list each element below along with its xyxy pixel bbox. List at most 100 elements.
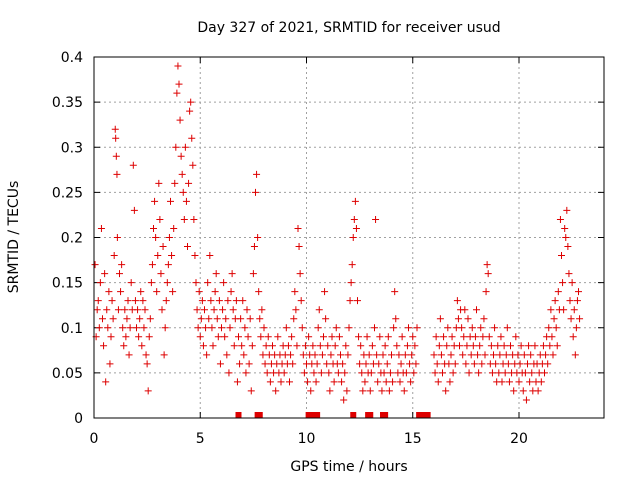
data-point [520, 351, 528, 359]
data-point [233, 378, 241, 386]
data-point [507, 342, 514, 350]
data-point [240, 351, 248, 359]
data-points [91, 62, 584, 418]
data-point [203, 351, 211, 359]
data-point [505, 378, 513, 386]
data-point [381, 342, 389, 350]
data-point [498, 378, 506, 386]
data-point [165, 234, 173, 241]
data-point [154, 252, 162, 260]
data-point [471, 333, 479, 341]
data-point [576, 315, 584, 323]
data-point [293, 342, 301, 350]
data-point [147, 279, 155, 287]
data-point [136, 315, 144, 323]
data-point [176, 116, 184, 124]
data-point [323, 360, 331, 368]
data-point [192, 279, 200, 287]
data-point [324, 342, 332, 350]
data-point [469, 342, 477, 350]
data-point [211, 288, 219, 296]
data-point [282, 324, 290, 332]
data-point [554, 288, 562, 296]
data-point [461, 306, 469, 314]
data-point [459, 351, 467, 359]
data-point [327, 351, 335, 359]
data-point [237, 315, 245, 323]
data-point-zero [235, 412, 242, 418]
data-point [454, 315, 462, 323]
data-point [191, 252, 199, 260]
data-point [476, 342, 484, 350]
data-point [537, 378, 545, 386]
data-point [122, 333, 130, 341]
data-point [295, 243, 303, 251]
y-tick-label: 0.15 [52, 276, 83, 292]
data-point [96, 279, 104, 287]
data-point [503, 324, 511, 332]
data-point [299, 351, 307, 359]
data-point [573, 297, 581, 305]
data-point [396, 378, 404, 386]
data-point [321, 288, 329, 296]
data-point [188, 134, 196, 142]
data-point [551, 297, 559, 305]
data-point [101, 270, 109, 278]
data-point [223, 351, 231, 359]
data-point [341, 369, 349, 377]
data-point [355, 333, 363, 341]
data-point [552, 324, 560, 332]
data-point [342, 342, 350, 350]
data-point [565, 270, 573, 278]
data-point [456, 342, 463, 350]
data-point [528, 369, 536, 377]
data-point [310, 369, 318, 377]
data-point [189, 161, 197, 169]
data-point [238, 342, 246, 350]
data-point [105, 288, 113, 296]
data-point [328, 333, 336, 341]
data-point [94, 297, 102, 305]
data-point [487, 342, 495, 350]
data-point-zero [367, 412, 374, 418]
data-point [365, 351, 373, 359]
data-point [560, 306, 568, 314]
data-point [470, 360, 478, 368]
data-point [542, 351, 550, 359]
data-point [135, 333, 143, 341]
data-point [568, 279, 576, 287]
data-point [309, 342, 317, 350]
data-point [468, 324, 476, 332]
data-point [114, 306, 122, 314]
data-point [210, 306, 218, 314]
data-point-zero [256, 412, 263, 418]
data-point [338, 378, 346, 386]
data-point [539, 342, 547, 350]
y-tick-label: 0.25 [52, 185, 83, 201]
data-point [174, 62, 182, 70]
data-point [202, 324, 210, 332]
data-point [405, 324, 412, 332]
y-axis-label: SRMTID / TECUs [6, 181, 22, 294]
data-point [157, 270, 165, 278]
data-point [354, 297, 361, 305]
data-point [357, 342, 365, 350]
data-point [197, 315, 205, 323]
data-point [553, 342, 561, 350]
data-point [397, 360, 405, 368]
data-point [352, 224, 360, 232]
data-point [222, 315, 230, 323]
data-point-zero [350, 412, 357, 418]
data-point [345, 324, 353, 332]
data-point [384, 333, 392, 341]
data-point [390, 324, 398, 332]
y-tick-label: 0.05 [52, 366, 83, 382]
data-point [255, 288, 263, 296]
data-point [159, 243, 167, 251]
data-point [286, 378, 293, 386]
data-point [107, 333, 115, 341]
data-point [119, 324, 127, 332]
data-point [393, 342, 401, 350]
data-point [379, 351, 387, 359]
